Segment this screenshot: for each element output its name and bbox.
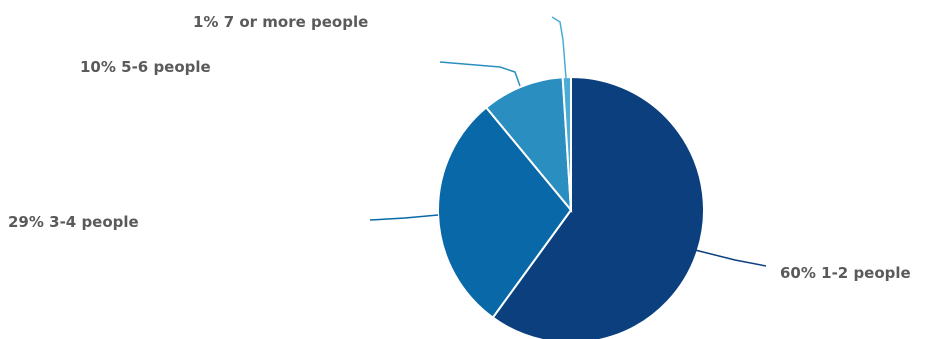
pie-slice-7-or-more-people [561,75,572,211]
leader-line [694,249,767,267]
leader-line [369,214,439,221]
slice-label: 29% 3-4 people [8,213,139,231]
leader-line [439,61,521,87]
pie-slice-5-6-people [484,76,573,214]
slice-label: 1% 7 or more people [193,13,368,31]
pie-slice-3-4-people [437,106,573,319]
leader-line [551,16,567,79]
slice-label: 10% 5-6 people [80,58,211,76]
slice-label: 60% 1-2 people [780,264,911,282]
